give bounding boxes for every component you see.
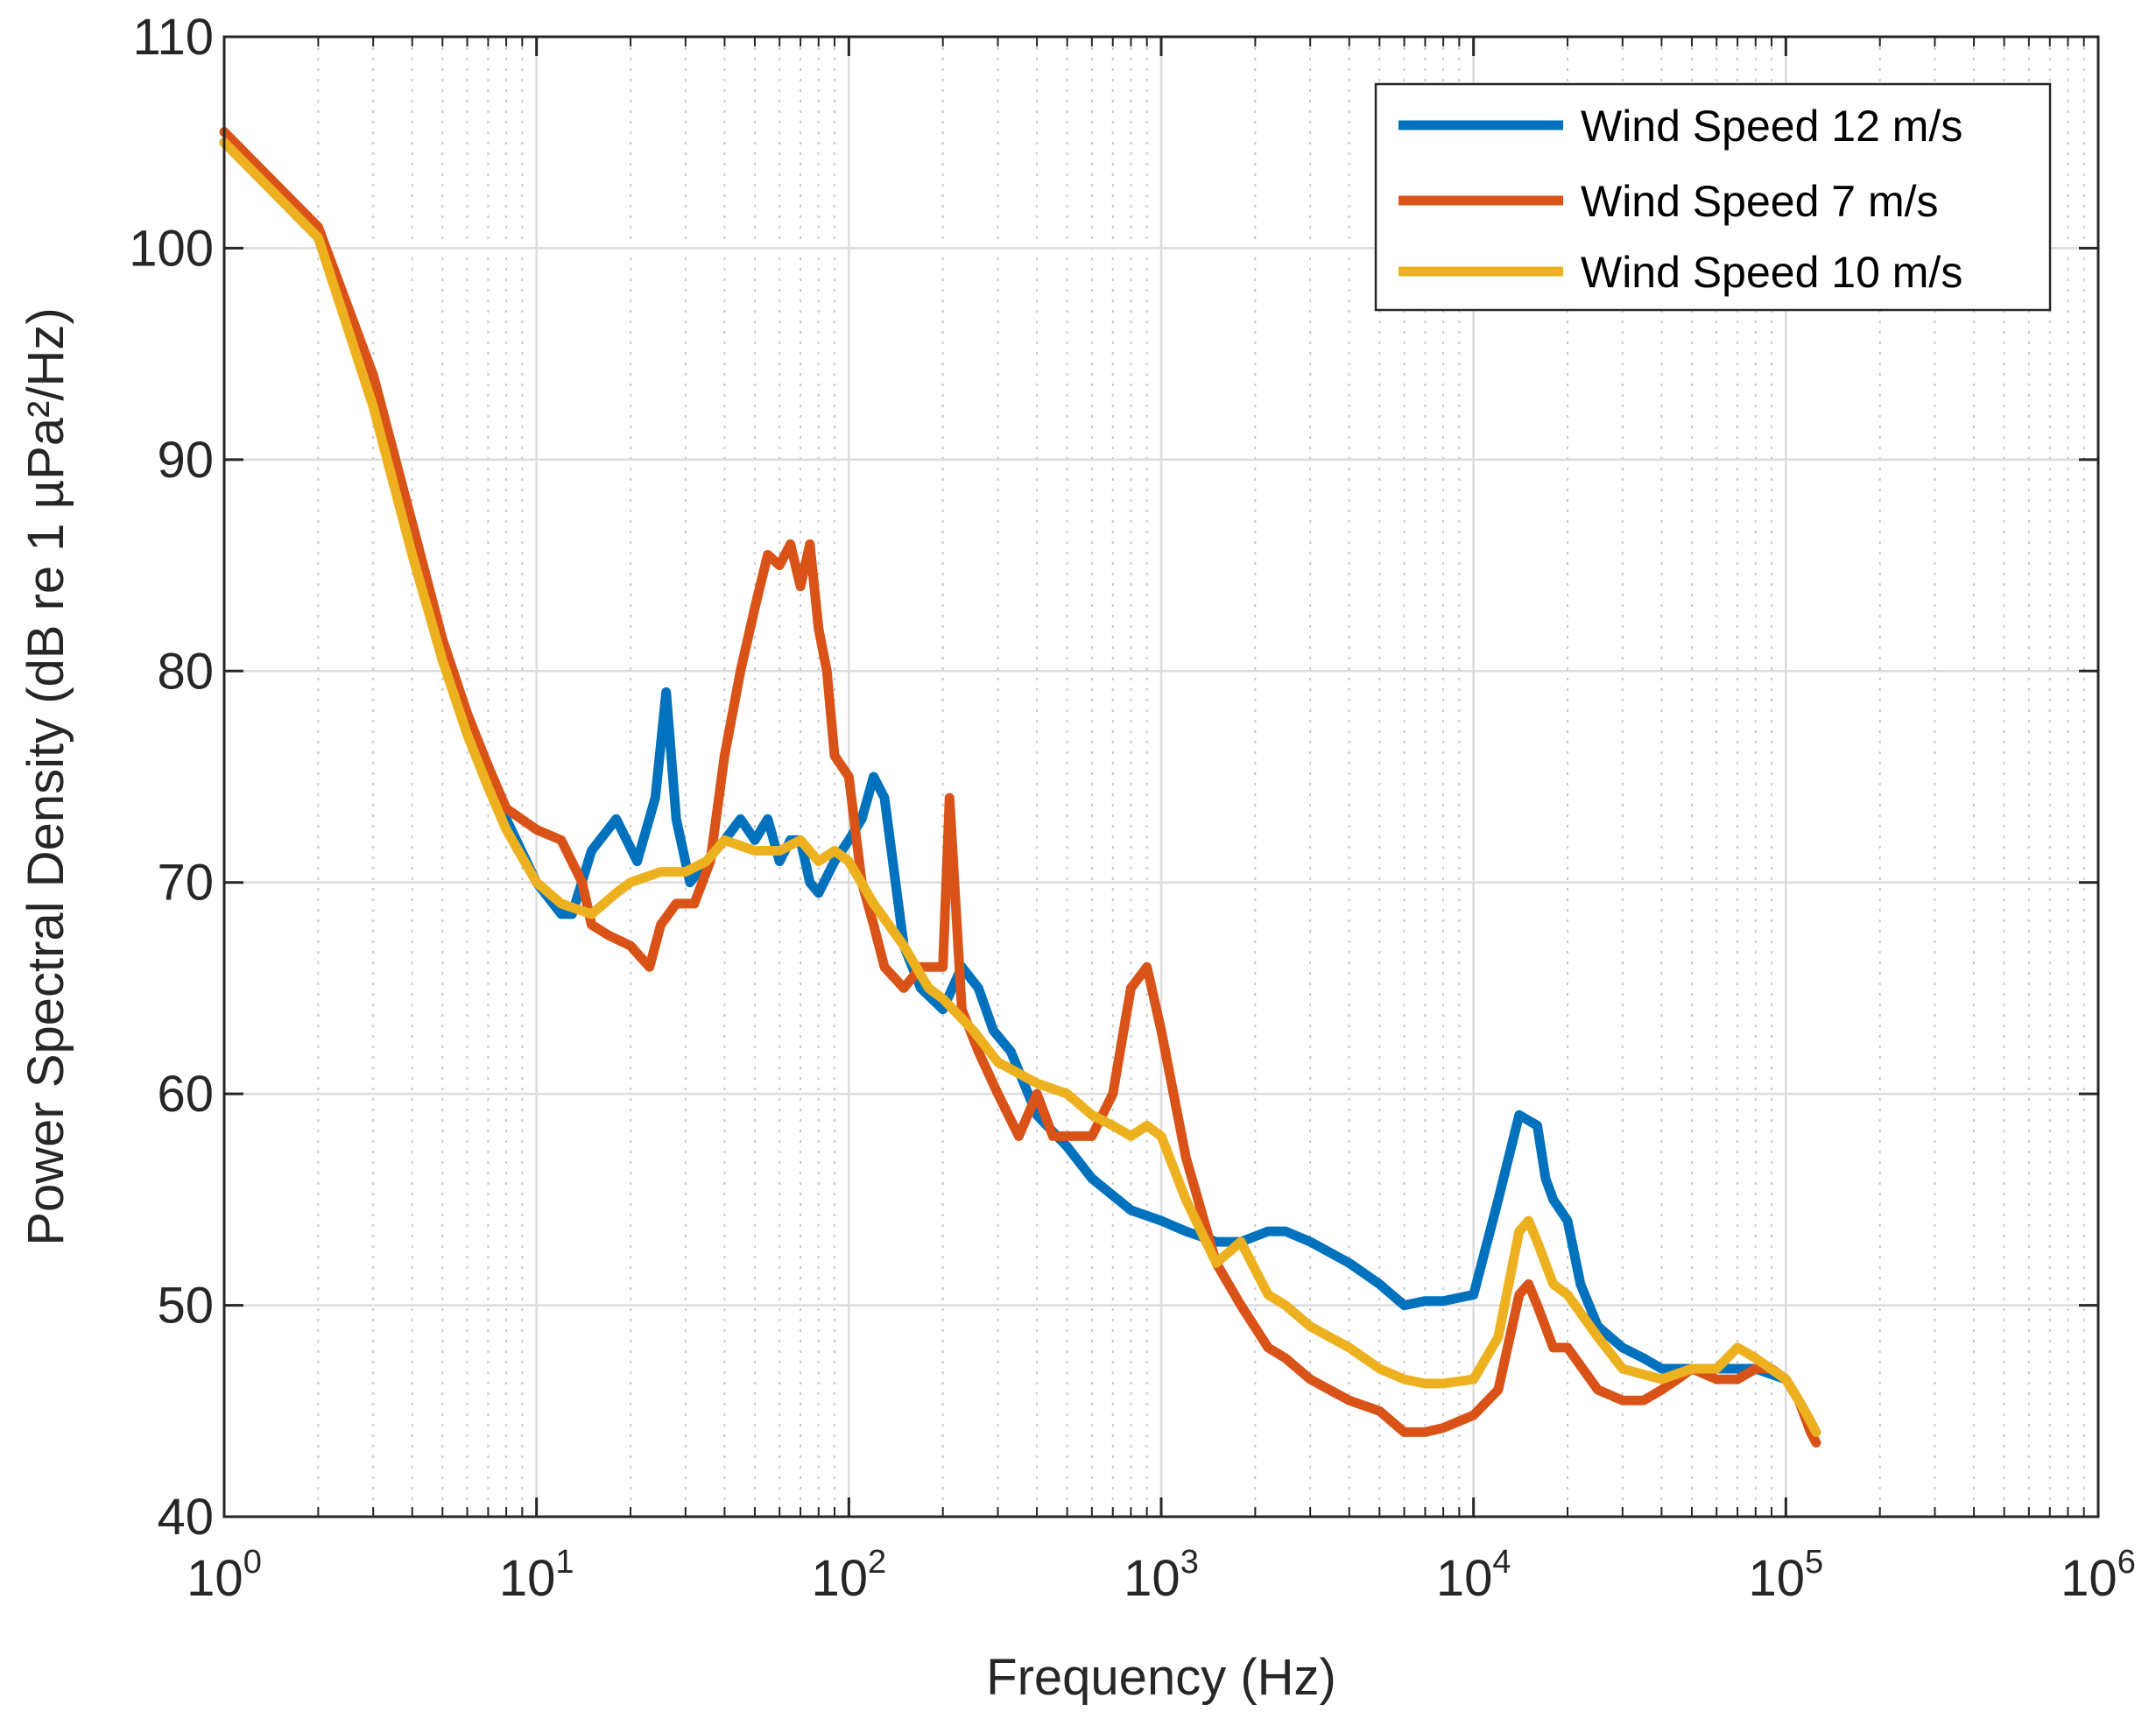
x-axis-title: Frequency (Hz) xyxy=(986,1649,1336,1706)
y-tick-label: 110 xyxy=(133,9,214,66)
y-tick-label: 50 xyxy=(157,1278,214,1335)
y-tick-label: 80 xyxy=(157,643,214,700)
legend-label-wind-12: Wind Speed 12 m/s xyxy=(1581,102,1962,151)
series-line-wind-speed-10-m-s xyxy=(219,137,1821,1437)
y-axis-title: Power Spectral Density (dB re 1 µPa²/Hz) xyxy=(18,307,74,1245)
legend: Wind Speed 12 m/s Wind Speed 7 m/s Wind … xyxy=(1374,82,2052,312)
x-tick-label: 100 xyxy=(187,1544,262,1607)
x-tick-label: 105 xyxy=(1749,1544,1824,1607)
legend-label-wind-10: Wind Speed 10 m/s xyxy=(1581,248,1962,297)
axis-ticks: 100 101 102 103 104 105 106 40 50 60 70 80 90 100 110 xyxy=(129,9,2136,1607)
y-tick-label: 40 xyxy=(157,1489,214,1546)
series-line-wind-speed-7-m-s xyxy=(219,127,1821,1448)
y-tick-label: 70 xyxy=(157,855,214,912)
x-tick-label: 101 xyxy=(499,1544,574,1607)
series-lines xyxy=(219,127,1821,1448)
legend-label-wind-7: Wind Speed 7 m/s xyxy=(1581,177,1939,226)
y-tick-label: 60 xyxy=(157,1066,214,1123)
x-tick-label: 106 xyxy=(2061,1544,2136,1607)
x-tick-label: 104 xyxy=(1436,1544,1511,1607)
y-tick-label: 90 xyxy=(157,432,214,489)
y-tick-label: 100 xyxy=(129,220,214,277)
x-tick-label: 102 xyxy=(812,1544,887,1607)
x-tick-label: 103 xyxy=(1124,1544,1199,1607)
series-line-wind-speed-12-m-s xyxy=(219,137,1821,1437)
